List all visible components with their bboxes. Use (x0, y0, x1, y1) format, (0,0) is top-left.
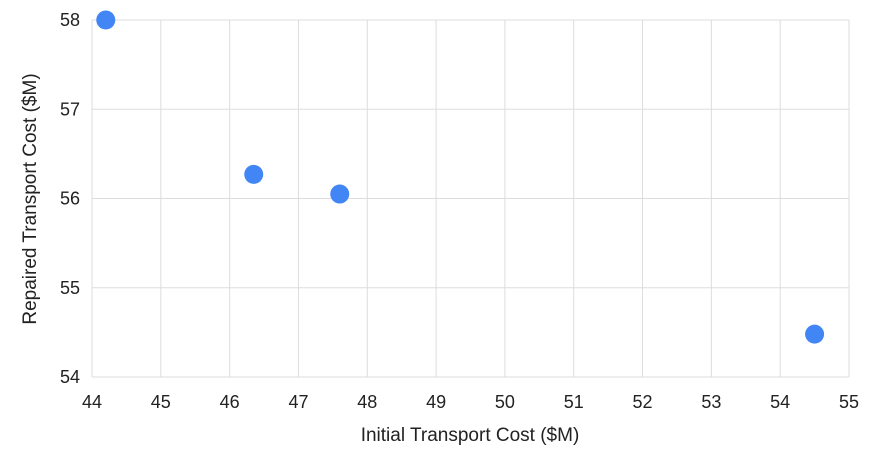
data-point (244, 164, 264, 184)
y-tick-label: 55 (60, 278, 80, 298)
x-tick-label: 49 (426, 392, 446, 412)
data-point (96, 10, 116, 30)
data-point (805, 324, 825, 344)
y-axis-ticks: 54 55 56 57 58 (60, 10, 80, 387)
x-tick-label: 47 (288, 392, 308, 412)
x-tick-label: 44 (82, 392, 102, 412)
y-tick-label: 54 (60, 367, 80, 387)
x-axis-ticks: 44 45 46 47 48 49 50 51 52 53 54 55 (82, 392, 859, 412)
grid-lines (91, 19, 850, 378)
x-tick-label: 45 (151, 392, 171, 412)
x-tick-label: 55 (839, 392, 859, 412)
x-tick-label: 48 (357, 392, 377, 412)
x-tick-label: 50 (495, 392, 515, 412)
y-tick-label: 58 (60, 10, 80, 30)
data-point (330, 184, 350, 204)
y-tick-label: 57 (60, 99, 80, 119)
y-tick-label: 56 (60, 189, 80, 209)
data-points (96, 10, 825, 344)
x-tick-label: 54 (770, 392, 790, 412)
x-tick-label: 51 (564, 392, 584, 412)
y-axis-label: Repaired Transport Cost ($M) (20, 73, 41, 324)
x-tick-label: 52 (633, 392, 653, 412)
x-tick-label: 46 (220, 392, 240, 412)
x-axis-label: Initial Transport Cost ($M) (361, 425, 580, 446)
x-tick-label: 53 (701, 392, 721, 412)
